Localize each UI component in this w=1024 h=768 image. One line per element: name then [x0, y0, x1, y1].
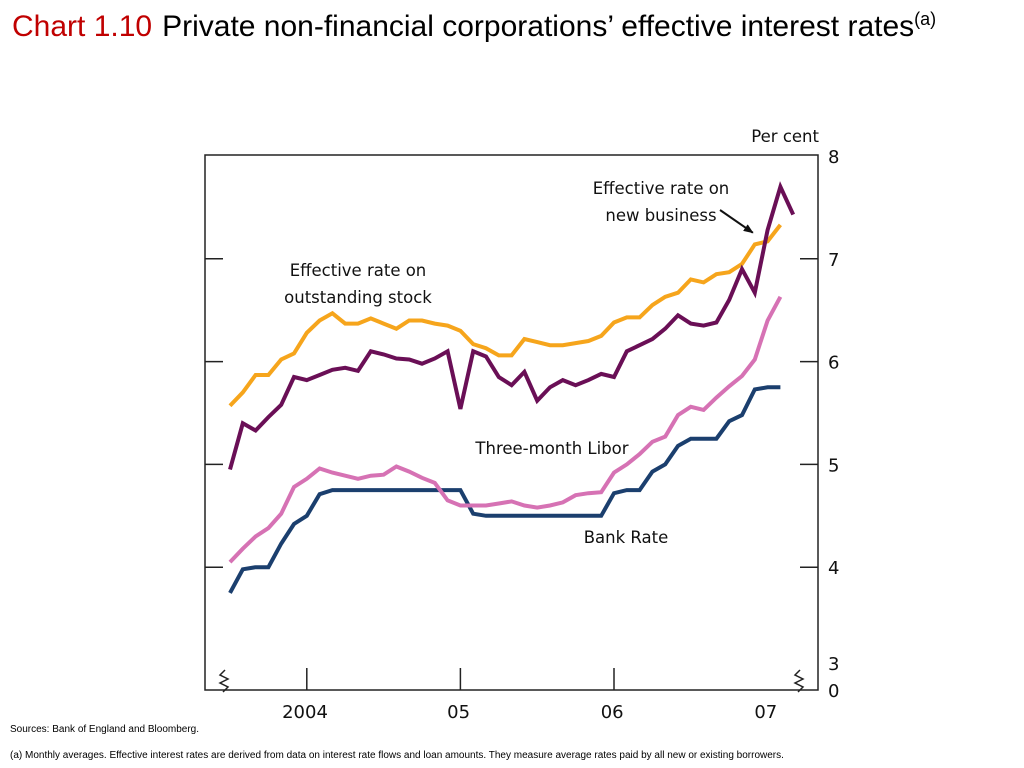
chart-title: Chart 1.10 Private non-financial corporat…: [12, 8, 1012, 46]
y-tick-label: 6: [828, 353, 839, 374]
title-footnote-marker: (a): [914, 9, 937, 29]
line-chart: 3 4 5 6 7 8 0 Per cent 2004 05 06 07 Effective rate …: [204, 127, 839, 720]
series-label-bank-rate: Bank Rate: [584, 528, 669, 547]
chart-number: Chart 1.10: [12, 10, 153, 43]
series-line-three-month-libor: [228, 295, 783, 564]
chart-title-text: Private non-financial corporations’ effe…: [162, 10, 915, 43]
footnote: (a) Monthly averages. Effective interest…: [10, 750, 784, 761]
series-label-three-month-libor: Three-month Libor: [474, 439, 628, 458]
sources-note: Sources: Bank of England and Bloomberg.: [10, 724, 200, 735]
series-label-effective-rate-on-outstanding-stock: Effective rate on outstanding stock: [284, 261, 432, 307]
series-line-effective-rate-on-outstanding-stock: [228, 223, 782, 408]
series-line-bank-rate: [228, 385, 781, 594]
series-label-effective-rate-on-new-business: Effective rate on new business: [593, 179, 730, 225]
x-tick-label: 07: [754, 702, 777, 720]
axis-break-left: [218, 669, 230, 693]
y-tick-label: 7: [828, 250, 839, 271]
x-tick-label: 06: [601, 702, 624, 720]
x-tick-label: 05: [447, 702, 470, 720]
plot-frame: [204, 154, 819, 691]
y-tick-label: 5: [828, 455, 839, 476]
y-tick-label: 8: [828, 147, 839, 168]
y-tick-label: 3: [828, 654, 839, 675]
y-axis-label: Per cent: [751, 127, 819, 146]
y-axis-break-label: 0: [828, 681, 839, 702]
annotation-arrow: [719, 209, 754, 234]
series-line-effective-rate-on-new-business: [228, 181, 796, 471]
axis-break-right: [793, 669, 805, 693]
x-tick-label: 2004: [282, 702, 328, 720]
y-tick-label: 4: [828, 558, 839, 579]
